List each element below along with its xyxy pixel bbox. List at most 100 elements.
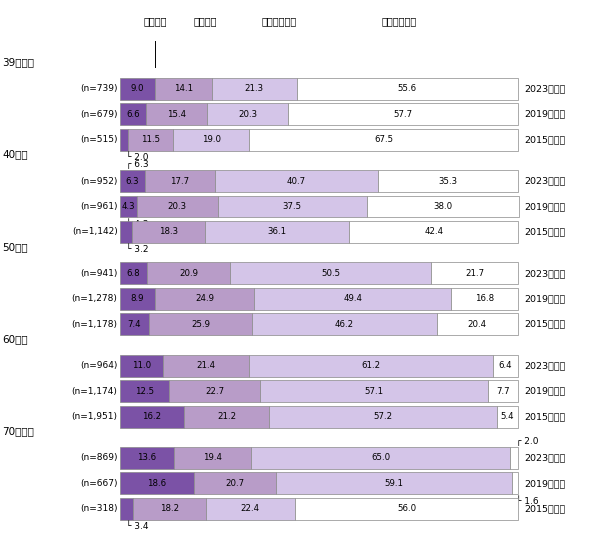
Text: 21.4: 21.4	[196, 361, 216, 370]
Bar	[206, 498, 295, 520]
Bar	[145, 170, 215, 192]
Text: (n=679): (n=679)	[80, 110, 117, 119]
Bar	[120, 103, 146, 125]
Text: 20.3: 20.3	[168, 202, 187, 211]
Text: 19.0: 19.0	[202, 135, 221, 144]
Bar	[120, 498, 133, 520]
Bar	[132, 221, 205, 243]
Bar	[249, 355, 493, 377]
Bar	[367, 196, 519, 217]
Bar	[120, 78, 156, 100]
Text: └ 3.2: └ 3.2	[126, 246, 148, 255]
Text: 2015年調査: 2015年調査	[525, 320, 565, 329]
Bar	[218, 196, 367, 217]
Bar	[120, 170, 145, 192]
Text: 2023年調査: 2023年調査	[525, 453, 566, 462]
Text: 6.8: 6.8	[126, 269, 140, 278]
Text: 22.4: 22.4	[241, 505, 260, 514]
Text: 65.0: 65.0	[371, 453, 390, 462]
Text: 60歳代: 60歳代	[2, 334, 28, 344]
Bar	[120, 288, 155, 310]
Text: 4.3: 4.3	[122, 202, 135, 211]
Text: 時期尚早企業: 時期尚早企業	[381, 16, 417, 26]
Text: 14.1: 14.1	[174, 84, 193, 93]
Text: (n=515): (n=515)	[80, 135, 117, 144]
Bar	[133, 498, 206, 520]
Text: └ 2.0: └ 2.0	[126, 153, 148, 162]
Text: 70歳以上: 70歳以上	[2, 427, 34, 436]
Bar	[451, 288, 518, 310]
Bar	[230, 262, 431, 284]
Text: 20.9: 20.9	[179, 269, 198, 278]
Text: ┌ 6.3: ┌ 6.3	[126, 159, 148, 168]
Text: 21.2: 21.2	[217, 412, 236, 421]
Bar	[194, 472, 276, 495]
Bar	[297, 78, 518, 100]
Bar	[254, 288, 451, 310]
Bar	[120, 262, 147, 284]
Bar	[120, 380, 169, 402]
Bar	[251, 447, 510, 469]
Text: 24.9: 24.9	[195, 294, 214, 304]
Text: (n=1,174): (n=1,174)	[72, 387, 117, 395]
Text: (n=1,951): (n=1,951)	[71, 412, 117, 421]
Bar	[120, 447, 174, 469]
Text: 2023年調査: 2023年調査	[525, 361, 566, 370]
Bar	[207, 103, 289, 125]
Text: ┌ 2.0: ┌ 2.0	[516, 436, 539, 444]
Text: 50歳代: 50歳代	[2, 242, 28, 252]
Bar	[378, 170, 518, 192]
Text: 40.7: 40.7	[287, 177, 306, 185]
Bar	[510, 447, 518, 469]
Text: 25.9: 25.9	[191, 320, 210, 329]
Text: (n=667): (n=667)	[80, 479, 117, 488]
Bar	[349, 221, 518, 243]
Text: 21.3: 21.3	[245, 84, 264, 93]
Bar	[205, 221, 349, 243]
Text: 2023年調査: 2023年調査	[525, 177, 566, 185]
Text: 8.9: 8.9	[130, 294, 144, 304]
Text: 6.3: 6.3	[125, 177, 139, 185]
Text: 57.2: 57.2	[373, 412, 392, 421]
Text: 46.2: 46.2	[335, 320, 354, 329]
Text: 決定企業: 決定企業	[144, 16, 167, 26]
Text: 2015年調査: 2015年調査	[525, 412, 565, 421]
Text: 12.5: 12.5	[135, 387, 154, 395]
Text: 2015年調査: 2015年調査	[525, 135, 565, 144]
Bar	[120, 129, 127, 150]
Text: └ 3.4: └ 3.4	[126, 522, 148, 531]
Text: 6.4: 6.4	[499, 361, 512, 370]
Text: 56.0: 56.0	[397, 505, 416, 514]
Bar	[155, 288, 254, 310]
Text: 35.3: 35.3	[438, 177, 457, 185]
Text: └ 4.3: └ 4.3	[126, 220, 148, 229]
Bar	[169, 380, 260, 402]
Bar	[431, 262, 518, 284]
Bar	[146, 103, 207, 125]
Text: 2019年調査: 2019年調査	[525, 387, 565, 395]
Bar	[149, 314, 253, 335]
Bar	[173, 129, 249, 150]
Text: 2023年調査: 2023年調査	[525, 269, 566, 278]
Text: (n=869): (n=869)	[80, 453, 117, 462]
Text: 11.5: 11.5	[141, 135, 160, 144]
Text: 20.4: 20.4	[468, 320, 487, 329]
Bar	[184, 405, 268, 428]
Text: 61.2: 61.2	[361, 361, 381, 370]
Text: 15.4: 15.4	[167, 110, 186, 119]
Bar	[289, 103, 518, 125]
Text: 67.5: 67.5	[374, 135, 394, 144]
Text: 2015年調査: 2015年調査	[525, 227, 565, 237]
Text: (n=952): (n=952)	[80, 177, 117, 185]
Text: (n=941): (n=941)	[80, 269, 117, 278]
Text: 9.0: 9.0	[131, 84, 145, 93]
Bar	[137, 196, 218, 217]
Text: 21.7: 21.7	[465, 269, 484, 278]
Bar	[249, 129, 518, 150]
Bar	[487, 380, 518, 402]
Text: 49.4: 49.4	[343, 294, 362, 304]
Text: 2019年調査: 2019年調査	[525, 110, 565, 119]
Text: 19.4: 19.4	[203, 453, 222, 462]
Text: 18.6: 18.6	[147, 479, 166, 488]
Text: 2019年調査: 2019年調査	[525, 479, 565, 488]
